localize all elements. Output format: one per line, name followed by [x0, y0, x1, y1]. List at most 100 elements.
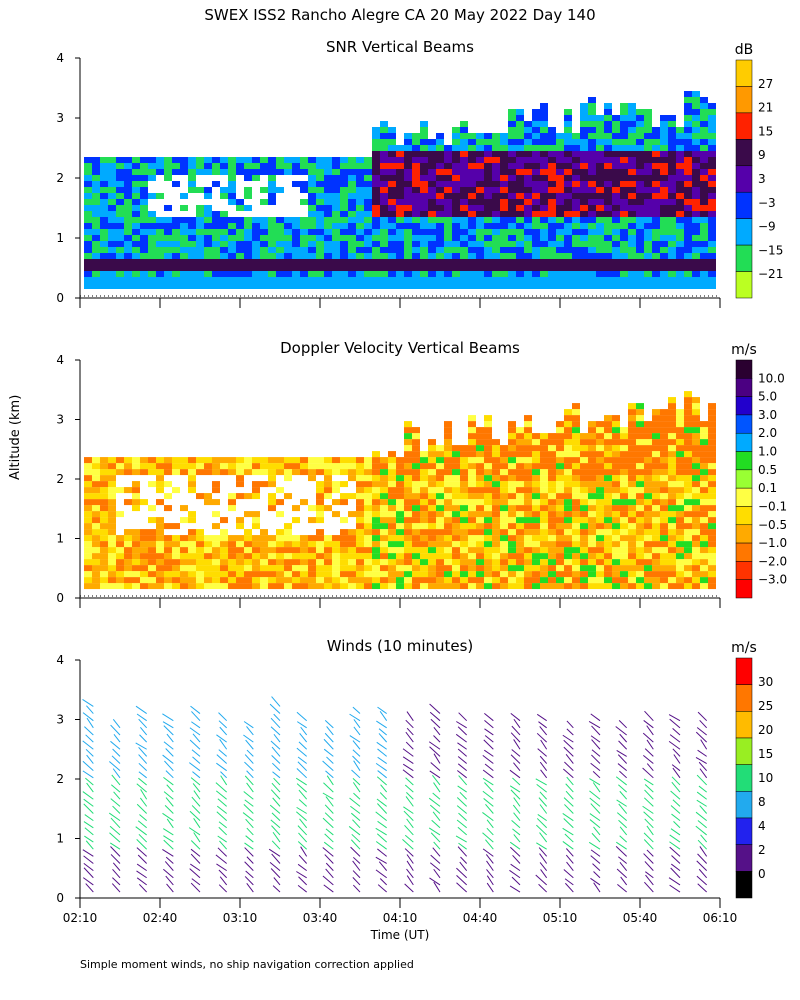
doppler-cell — [676, 481, 684, 488]
doppler-cell — [452, 469, 460, 476]
doppler-cell — [220, 463, 228, 470]
doppler-cell — [676, 523, 684, 530]
snr-cell — [268, 277, 276, 283]
wind-barb — [482, 848, 494, 857]
snr-cell — [556, 283, 564, 289]
snr-cell — [420, 199, 428, 205]
snr-cell — [364, 181, 372, 187]
doppler-cell — [92, 565, 100, 572]
snr-cell — [284, 241, 292, 247]
doppler-cell — [172, 553, 180, 560]
doppler-cell — [604, 475, 612, 482]
snr-cell — [252, 241, 260, 247]
snr-cell — [540, 199, 548, 205]
snr-cell — [556, 241, 564, 247]
doppler-cell — [308, 475, 316, 482]
wind-barb — [405, 719, 414, 729]
snr-cell — [100, 193, 108, 199]
colorbar-swatch — [735, 244, 753, 272]
snr-cell — [108, 193, 116, 199]
snr-cell — [540, 277, 548, 283]
doppler-cell — [572, 475, 580, 482]
snr-cell — [380, 193, 388, 199]
snr-cell — [380, 271, 388, 277]
snr-cell — [84, 205, 92, 211]
wind-barb — [165, 770, 174, 779]
snr-cell — [100, 217, 108, 223]
colorbar-swatch — [735, 396, 753, 416]
doppler-cell — [220, 541, 228, 548]
snr-cell — [116, 259, 124, 265]
doppler-cell — [492, 493, 500, 500]
snr-cell — [572, 163, 580, 169]
doppler-cell — [676, 553, 684, 560]
snr-cell — [196, 169, 204, 175]
wind-barb — [539, 755, 548, 764]
doppler-cell — [540, 523, 548, 530]
snr-cell — [524, 235, 532, 241]
doppler-cell — [684, 541, 692, 548]
snr-cell — [668, 145, 676, 151]
doppler-cell — [676, 559, 684, 566]
doppler-cell — [404, 457, 412, 464]
snr-cell — [572, 277, 580, 283]
doppler-cell — [684, 463, 692, 470]
doppler-cell — [92, 577, 100, 584]
snr-cell — [580, 121, 588, 127]
colorbar-swatch — [735, 191, 753, 219]
doppler-cell — [372, 493, 380, 500]
doppler-cell — [524, 415, 532, 422]
doppler-cell — [260, 481, 268, 488]
doppler-cell — [620, 451, 628, 458]
doppler-cell — [588, 439, 596, 446]
doppler-cell — [572, 535, 580, 542]
doppler-cell — [380, 505, 388, 512]
snr-cell — [548, 175, 556, 181]
wind-barb — [111, 774, 121, 786]
doppler-cell — [644, 505, 652, 512]
snr-cell — [100, 265, 108, 271]
doppler-cell — [204, 553, 212, 560]
snr-cell — [220, 211, 228, 217]
snr-cell — [660, 259, 668, 265]
doppler-cell — [292, 583, 300, 590]
doppler-cell — [388, 553, 396, 560]
doppler-cell — [388, 583, 396, 590]
doppler-cell — [508, 553, 516, 560]
snr-cell — [156, 223, 164, 229]
doppler-cell — [404, 565, 412, 572]
doppler-cell — [108, 541, 116, 548]
snr-cell — [436, 241, 444, 247]
snr-cell — [604, 109, 612, 115]
doppler-cell — [388, 457, 396, 464]
snr-cell — [428, 235, 436, 241]
doppler-cell — [620, 427, 628, 434]
wind-barb — [352, 860, 361, 871]
snr-cell — [444, 157, 452, 163]
snr-cell — [260, 271, 268, 277]
snr-cell — [316, 175, 324, 181]
snr-cell — [156, 163, 164, 169]
snr-cell — [188, 229, 196, 235]
doppler-cell — [476, 535, 484, 542]
snr-cell — [380, 133, 388, 139]
doppler-cell — [364, 487, 372, 494]
x-tick-label: 03:40 — [303, 911, 338, 925]
snr-cell — [404, 187, 412, 193]
snr-cell — [532, 169, 540, 175]
doppler-cell — [476, 577, 484, 584]
snr-cell — [612, 181, 620, 187]
snr-cell — [140, 283, 148, 289]
doppler-cell — [628, 493, 636, 500]
wind-barb — [216, 811, 228, 822]
colorbar-label: 0.1 — [758, 481, 777, 495]
snr-cell — [340, 253, 348, 259]
doppler-cell — [668, 523, 676, 530]
doppler-cell — [580, 445, 588, 452]
doppler-cell — [500, 481, 508, 488]
doppler-cell — [420, 469, 428, 476]
snr-cell — [100, 271, 108, 277]
doppler-cell — [524, 559, 532, 566]
snr-cell — [124, 175, 132, 181]
